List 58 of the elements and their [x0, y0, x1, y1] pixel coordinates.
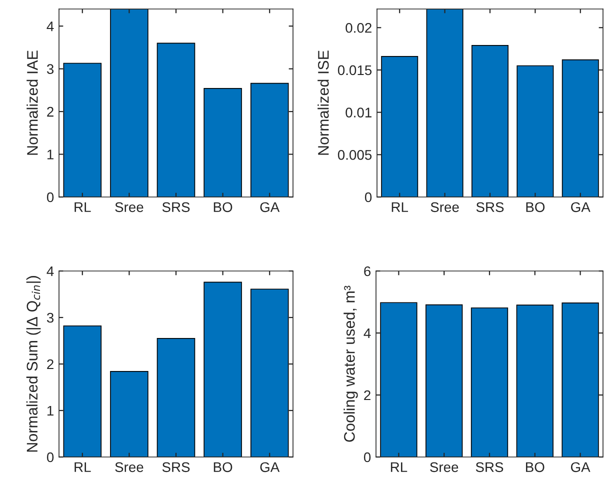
x-tick-label: GA — [570, 462, 590, 472]
bar — [204, 282, 242, 457]
y-axis-title: Cooling water used, m³ — [344, 286, 358, 442]
x-tick-label: SRS — [476, 462, 504, 472]
x-tick-label: SRS — [162, 462, 190, 472]
y-tick-label: 0 — [46, 192, 54, 202]
x-tick-label: SRS — [162, 202, 190, 212]
y-tick-label: 0 — [46, 452, 54, 462]
y-tick-label: 3 — [46, 64, 54, 74]
y-tick-label: 3 — [46, 312, 54, 323]
y-tick-label: 0.015 — [338, 65, 372, 76]
x-tick-label: Sree — [115, 462, 144, 472]
bar — [110, 9, 148, 197]
x-tick-label: BO — [526, 462, 544, 472]
y-axis-title: Normalized ISE — [318, 50, 329, 155]
bar — [63, 325, 102, 457]
y-tick-label: 2 — [47, 106, 54, 117]
y-tick-label: 0 — [364, 192, 372, 202]
y-tick-label: 1 — [47, 150, 54, 160]
x-tick-label: Sree — [430, 202, 459, 212]
y-tick-label: 4 — [46, 22, 54, 32]
bar — [426, 9, 464, 197]
y-tick-label: 0.01 — [346, 108, 372, 118]
y-tick-label: 2 — [364, 390, 370, 400]
x-tick-label: Sree — [430, 462, 458, 472]
y-tick-label: 0.02 — [346, 22, 372, 33]
x-tick-label: GA — [260, 202, 280, 212]
x-tick-label: RL — [390, 462, 408, 472]
bar — [156, 338, 196, 457]
x-tick-label: GA — [260, 462, 280, 472]
x-tick-label: RL — [392, 202, 408, 212]
bar — [250, 288, 289, 457]
y-axis-title: Normalized Sum (|Δ Q$_{cin}$|) — [26, 276, 41, 452]
x-tick-label: RL — [74, 202, 91, 212]
x-tick-label: BO — [214, 462, 232, 472]
x-tick-label: Sree — [115, 202, 144, 212]
x-tick-label: GA — [571, 202, 590, 212]
y-tick-label: 2 — [47, 359, 54, 370]
x-tick-label: BO — [526, 202, 545, 212]
x-tick-label: RL — [74, 462, 91, 472]
y-tick-label: 0 — [364, 452, 371, 462]
x-tick-label: BO — [214, 202, 232, 212]
bar — [562, 59, 599, 197]
bar — [516, 65, 554, 197]
y-tick-label: 4 — [364, 328, 371, 338]
y-tick-label: 1 — [47, 406, 54, 416]
bar — [381, 56, 418, 197]
bar — [110, 371, 148, 457]
bar — [250, 82, 289, 197]
y-tick-label: 4 — [46, 266, 54, 276]
y-axis-title: Normalized IAE — [26, 50, 38, 155]
bar — [156, 42, 196, 197]
x-tick-label: SRS — [476, 202, 504, 212]
y-tick-label: 6 — [364, 266, 371, 276]
bar — [63, 62, 102, 197]
y-tick-label: 0.005 — [338, 150, 372, 160]
bar — [204, 88, 242, 197]
bar — [472, 44, 508, 197]
